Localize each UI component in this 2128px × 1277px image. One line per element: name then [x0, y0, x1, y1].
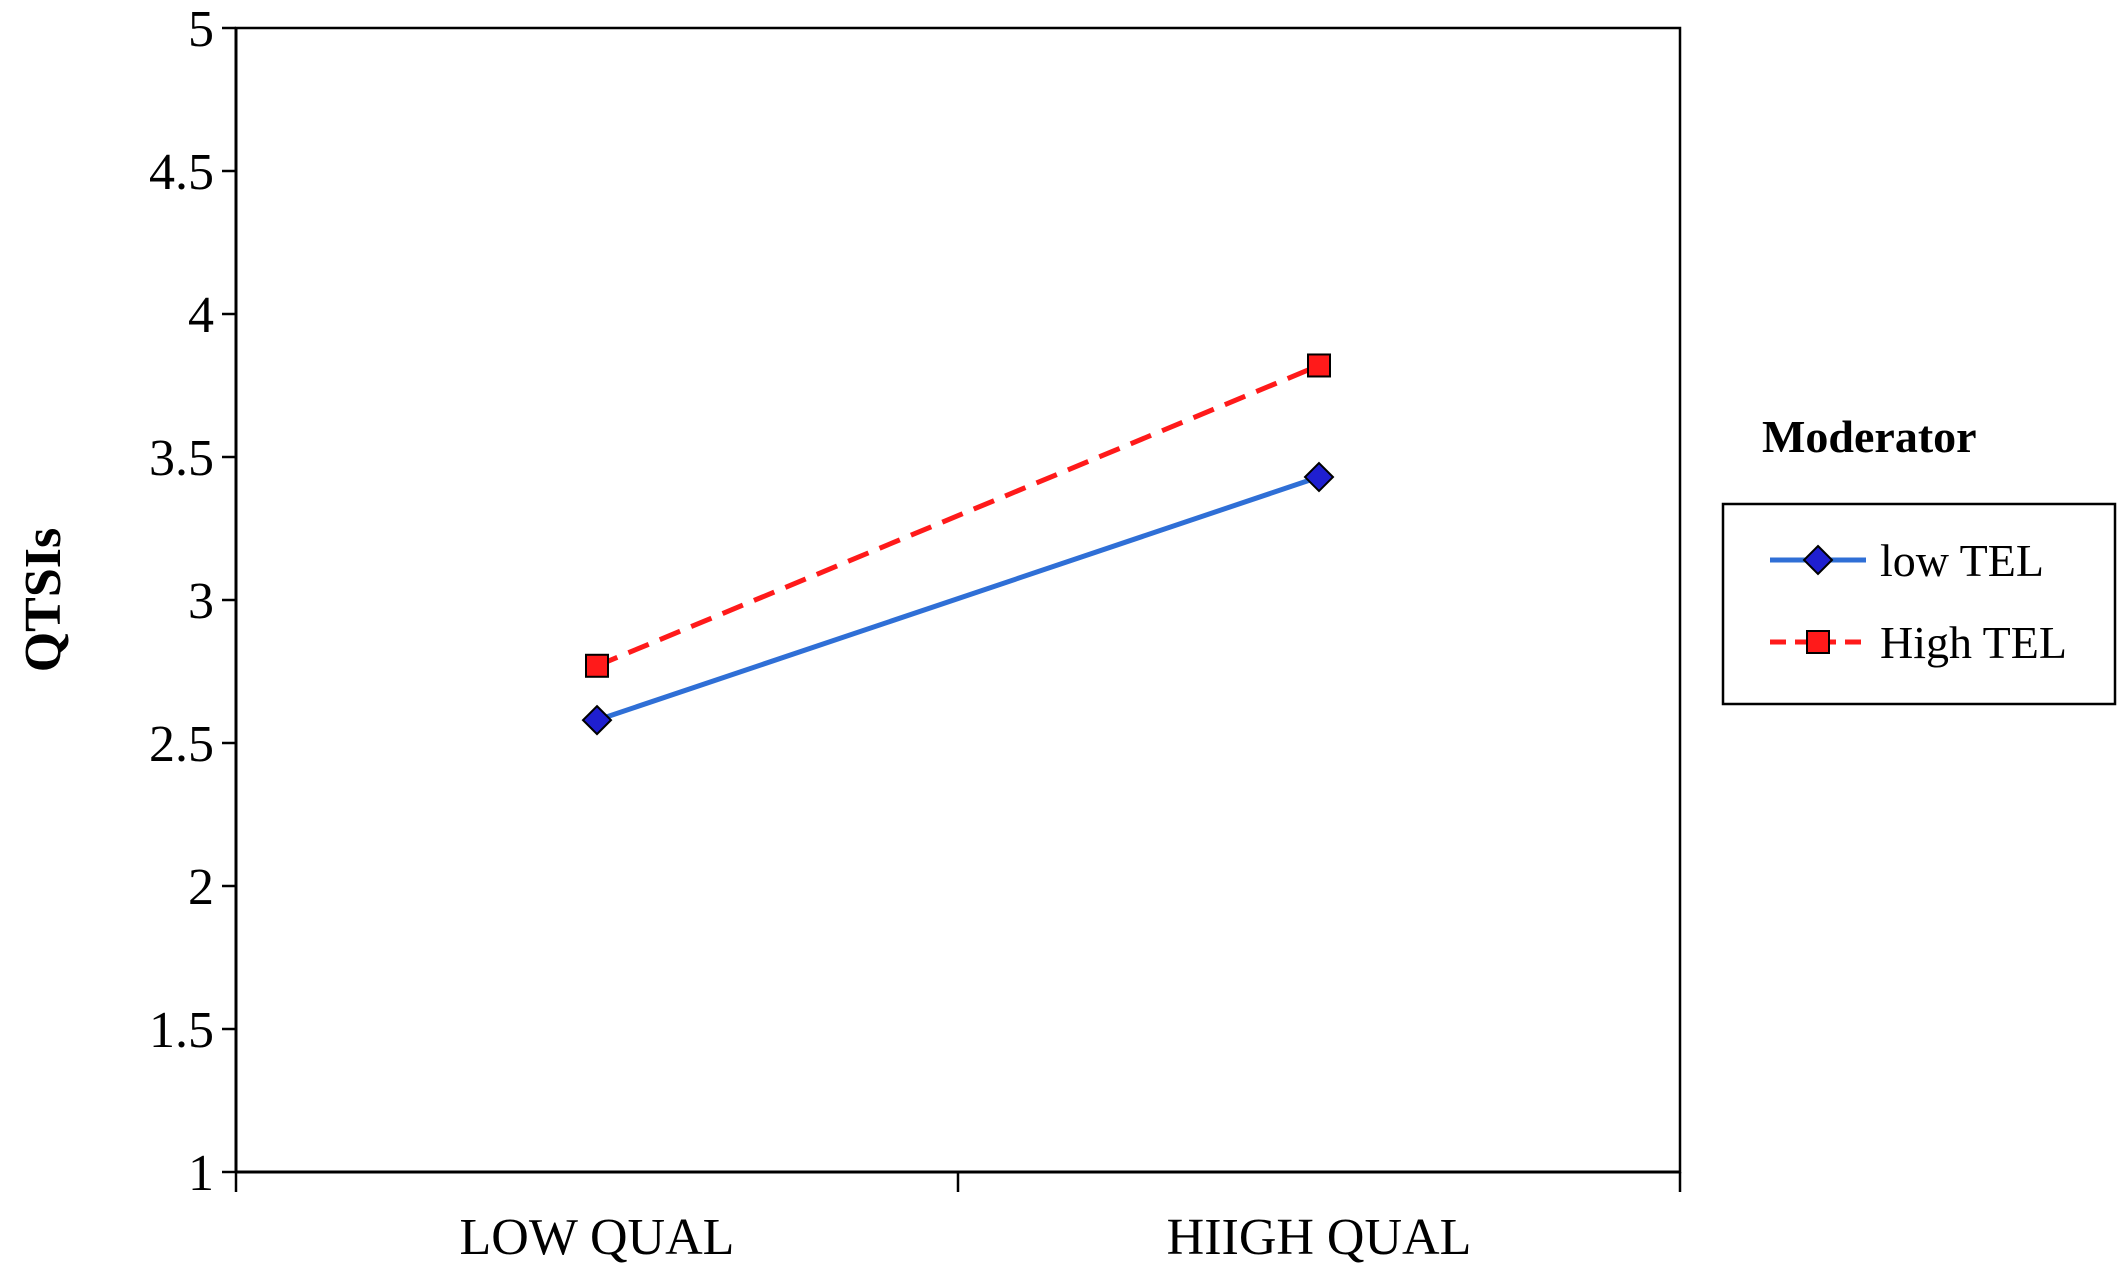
series-low-tel: [581, 461, 1335, 736]
y-tick-label: 3: [188, 573, 214, 630]
series-line: [596, 474, 1320, 723]
legend-title: Moderator: [1762, 411, 1977, 462]
y-tick-label: 4: [188, 287, 214, 344]
data-point: [1303, 461, 1335, 493]
legend-item: High TEL: [1770, 617, 2067, 668]
x-tick-label: LOW QUAL: [460, 1209, 735, 1266]
y-tick-label: 2: [188, 859, 214, 916]
y-tick-label: 1.5: [149, 1002, 214, 1059]
data-point: [581, 704, 613, 736]
legend-label: low TEL: [1880, 535, 2044, 586]
axes: 1 1.5 2 2.5 3 3.5 4 4.5 5 LOW QUAL HIIGH QUAL QTSIs: [15, 1, 1682, 1266]
series: [581, 353, 1335, 736]
y-tick-label: 2.5: [149, 716, 214, 773]
legend-item: low TEL: [1770, 535, 2044, 586]
legend-swatch-marker: [1806, 630, 1830, 654]
series-high-tel: [585, 353, 1331, 678]
data-point: [1307, 353, 1331, 378]
data-point: [585, 653, 609, 678]
x-tick-label: HIIGH QUAL: [1167, 1209, 1472, 1266]
legend-swatch-marker: [1802, 544, 1834, 576]
y-tick-label: 5: [188, 1, 214, 58]
y-axis-label: QTSIs: [15, 528, 72, 673]
series-line: [596, 363, 1320, 669]
legend: Moderator low TEL High TEL: [1721, 411, 2117, 706]
y-tick-label: 1: [188, 1145, 214, 1202]
y-tick-label: 3.5: [149, 430, 214, 487]
legend-box: [1721, 502, 2117, 706]
legend-label: High TEL: [1880, 617, 2067, 668]
y-tick-label: 4.5: [149, 144, 214, 201]
